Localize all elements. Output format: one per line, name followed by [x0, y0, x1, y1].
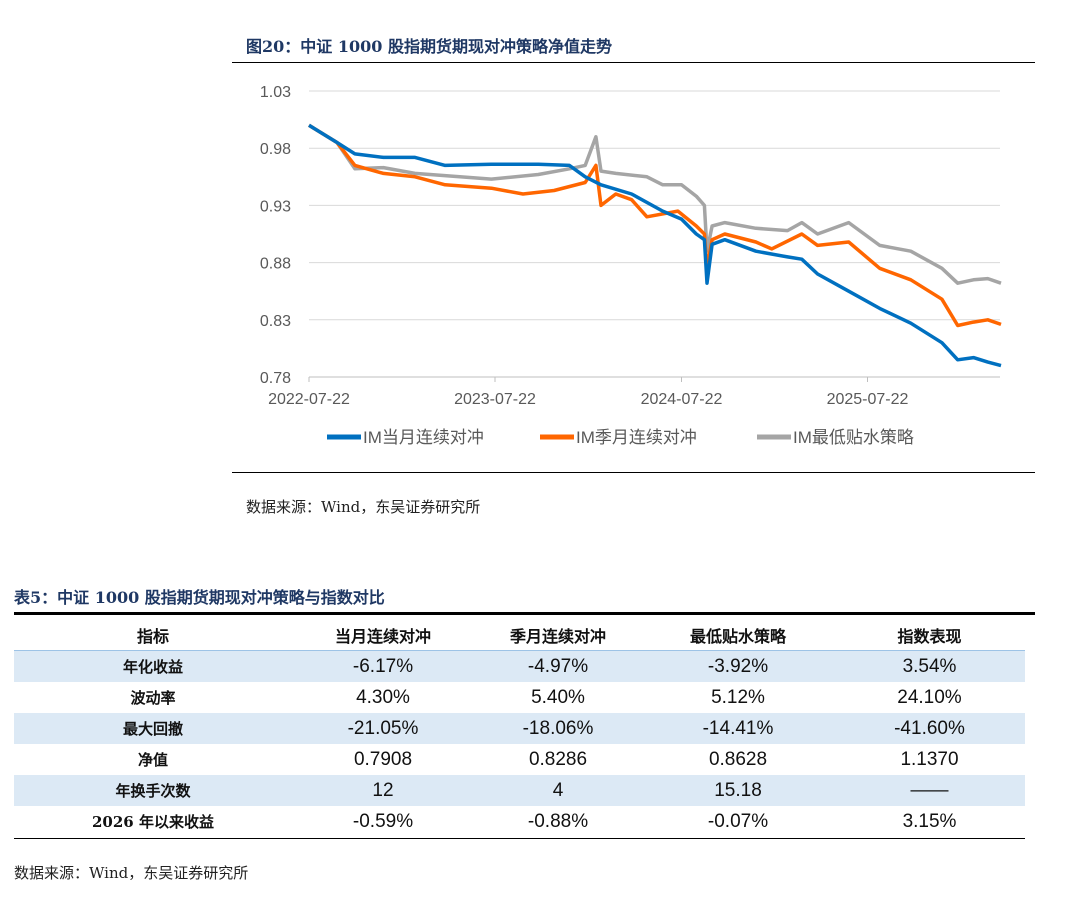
y-tick-label: 0.83 [260, 313, 291, 330]
table-row: 波动率 4.30% 5.40% 5.12% 24.10% [14, 682, 1025, 713]
table-source: 数据来源：Wind，东吴证券研究所 [14, 864, 249, 882]
row-label: 年换手次数 [115, 782, 191, 800]
table-row: 净值 0.7908 0.8286 0.8628 1.1370 [14, 744, 1025, 775]
figure-source: 数据来源：Wind，东吴证券研究所 [246, 498, 481, 516]
x-tick-label: 2025-07-22 [827, 391, 909, 408]
series-line-1 [308, 123, 1002, 328]
table-cell: 5.40% [531, 686, 585, 708]
table-cell: 4 [552, 779, 564, 801]
y-tick-label: 1.03 [260, 84, 291, 101]
table-cell: 1.1370 [900, 748, 959, 770]
x-tick-label: 2024-07-22 [641, 391, 723, 408]
table-row: 最大回撤 -21.05% -18.06% -14.41% -41.60% [14, 713, 1025, 744]
table-cell: -41.60% [894, 717, 965, 739]
table-cell: -18.06% [522, 717, 594, 739]
series-line-0 [308, 123, 1002, 368]
table-cell: 12 [372, 779, 394, 801]
header-cell: 最低贴水策略 [689, 626, 786, 646]
title-divider [232, 62, 1035, 63]
table-cell: -4.97% [527, 655, 589, 677]
legend-label: IM季月连续对冲 [576, 428, 697, 447]
table-header-row: 指标 当月连续对冲 季月连续对冲 最低贴水策略 指数表现 [14, 619, 1025, 651]
table-title: 表5：中证 1000 股指期货期现对冲策略与指数对比 [14, 588, 385, 607]
row-label: 波动率 [130, 689, 176, 707]
chart-bottom-divider [232, 472, 1035, 473]
table-cell: —— [910, 779, 949, 801]
table-cell: 15.18 [714, 779, 762, 801]
header-cell: 指标 [136, 626, 169, 646]
series-line-2 [308, 123, 1002, 285]
header-cell: 季月连续对冲 [509, 626, 606, 646]
table-cell: -21.05% [347, 717, 419, 739]
table-cell: 3.15% [902, 810, 957, 832]
table-cell: 0.8286 [528, 748, 588, 770]
header-cell: 当月连续对冲 [334, 626, 431, 646]
table-cell: 24.10% [897, 686, 962, 708]
header-cell: 指数表现 [897, 626, 962, 646]
table-cell: 0.7908 [353, 748, 413, 770]
table-cell: 5.12% [711, 686, 765, 708]
comparison-table: 指标 当月连续对冲 季月连续对冲 最低贴水策略 指数表现 年化收益 -6.17% -… [14, 619, 1025, 837]
y-tick-label: 0.78 [260, 370, 291, 387]
table-cell: -6.17% [352, 655, 414, 677]
legend-label: IM最低贴水策略 [793, 428, 914, 447]
x-tick-label: 2023-07-22 [454, 391, 536, 408]
x-tick-label: 2022-07-22 [268, 391, 350, 408]
row-label: 最大回撤 [122, 720, 183, 738]
row-label: 2026 年以来收益 [92, 813, 214, 831]
table-top-rule [14, 612, 1035, 615]
y-tick-label: 0.98 [260, 141, 291, 158]
table-cell: -0.88% [527, 810, 589, 832]
table-cell: 4.30% [356, 686, 410, 708]
table-row: 2026 年以来收益 -0.59% -0.88% -0.07% 3.15% [14, 806, 1025, 837]
table-cell: 0.8628 [708, 748, 768, 770]
row-label: 净值 [137, 751, 168, 769]
table-cell: -3.92% [707, 655, 769, 677]
table-cell: 3.54% [902, 655, 957, 677]
line-chart: 1.03 0.98 0.93 0.88 0.83 0.78 2022-07-22 2023-0… [260, 84, 1002, 447]
y-tick-label: 0.93 [260, 198, 291, 215]
table-cell: -14.41% [702, 717, 774, 739]
figure-title: 图20：中证 1000 股指期货期现对冲策略净值走势 [246, 37, 612, 56]
y-tick-label: 0.88 [260, 256, 291, 273]
table-row: 年化收益 -6.17% -4.97% -3.92% 3.54% [14, 650, 1025, 682]
row-label: 年化收益 [122, 658, 183, 676]
table-cell: -0.07% [707, 810, 769, 832]
table-row: 年换手次数 12 4 15.18 —— [14, 775, 1025, 806]
legend-label: IM当月连续对冲 [363, 428, 484, 447]
table-bottom-rule [14, 838, 1025, 839]
table-cell: -0.59% [352, 810, 414, 832]
